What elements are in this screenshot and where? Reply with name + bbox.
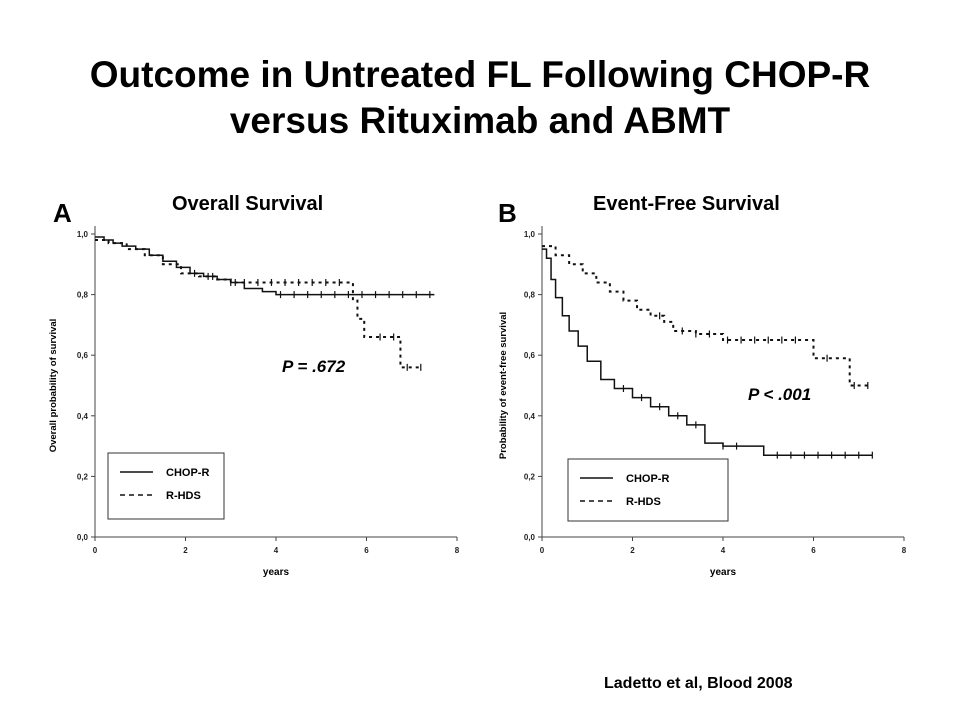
event-free-survival-chart: 0 2 4 6 8 0,0 0,2 0,4 0,6 0,8 1,0 years Probability … <box>498 226 907 578</box>
y-tick-label: 0,2 <box>77 472 89 481</box>
y-axis-label: Overall probability of survival <box>48 319 59 453</box>
overall-survival-chart: 0 2 4 6 8 0,0 0,2 0,4 0,6 0,8 1,0 years Overall prob… <box>48 226 460 578</box>
x-tick-label: 8 <box>902 546 907 555</box>
series-line-r-hds <box>542 245 868 387</box>
y-tick-label: 0,8 <box>77 291 89 300</box>
y-tick-label: 1,0 <box>77 230 89 239</box>
overall-survival-title: Overall Survival <box>172 193 324 215</box>
series-line-r-hds <box>95 239 421 369</box>
slide-title-line-1: Outcome in Untreated FL Following CHOP-R <box>89 54 871 95</box>
y-tick-label: 0,0 <box>77 533 89 542</box>
y-tick-label: 0,2 <box>524 472 536 481</box>
legend-label: CHOP-R <box>166 467 209 479</box>
slide-title: Outcome in Untreated FL Following CHOP-R… <box>0 52 960 144</box>
x-tick-label: 4 <box>274 546 279 555</box>
x-tick-label: 0 <box>540 546 545 555</box>
legend-label: R-HDS <box>626 496 661 508</box>
y-tick-label: 0,6 <box>524 351 536 360</box>
event-free-survival-title: Event-Free Survival <box>593 193 780 215</box>
y-tick-label: 0,4 <box>524 412 536 421</box>
series-line-chop-r <box>95 236 435 296</box>
y-axis-label: Probability of event-free survival <box>498 312 509 459</box>
panel-letter-b: B <box>498 198 517 228</box>
p-value-annotation: P = .672 <box>282 357 346 376</box>
x-tick-label: 8 <box>455 546 460 555</box>
x-tick-label: 6 <box>364 546 369 555</box>
x-tick-label: 2 <box>183 546 188 555</box>
y-tick-label: 0,6 <box>77 351 89 360</box>
x-axis-label: years <box>263 567 290 578</box>
p-value-annotation: P < .001 <box>748 385 811 404</box>
x-tick-label: 6 <box>811 546 816 555</box>
legend-label: R-HDS <box>166 490 201 502</box>
x-tick-label: 4 <box>721 546 726 555</box>
legend-box <box>107 452 225 520</box>
x-tick-label: 0 <box>93 546 98 555</box>
y-tick-label: 0,8 <box>524 291 536 300</box>
legend-box <box>567 458 729 522</box>
legend-label: CHOP-R <box>626 473 669 485</box>
citation: Ladetto et al, Blood 2008 <box>604 675 793 692</box>
slide-title-line-2: versus Rituximab and ABMT <box>229 100 731 141</box>
y-tick-label: 0,4 <box>77 412 89 421</box>
panel-letter-a: A <box>53 198 72 228</box>
x-tick-label: 2 <box>630 546 635 555</box>
y-tick-label: 1,0 <box>524 230 536 239</box>
x-axis-label: years <box>710 567 737 578</box>
series-line-chop-r <box>542 248 873 456</box>
y-tick-label: 0,0 <box>524 533 536 542</box>
